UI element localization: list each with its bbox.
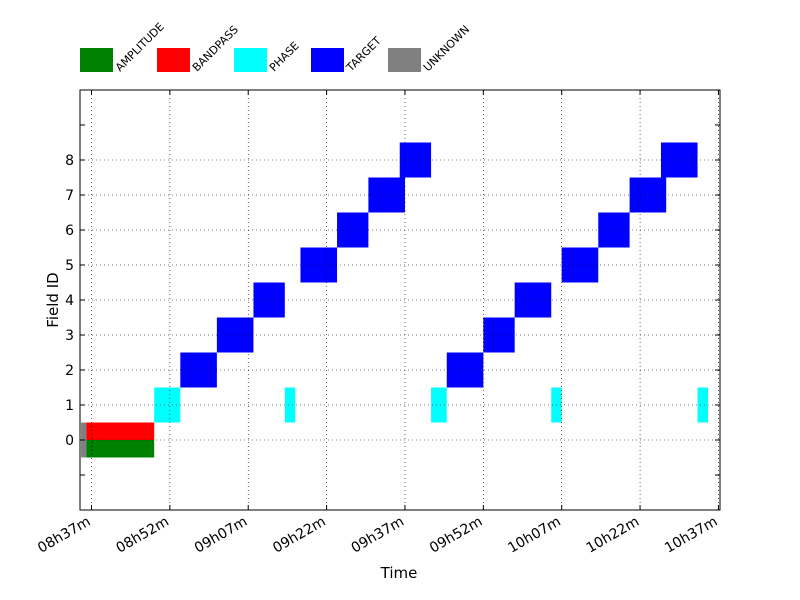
scan-phase-21: [697, 387, 708, 423]
y-axis-label: Field ID: [44, 272, 62, 327]
scan-target-5: [216, 317, 254, 353]
y-tick-label-0: 0: [65, 433, 74, 449]
x-axis-ticks: 08h37m 08h52m 09h07m 09h22m 09h37m 09h52m 10h0…: [35, 90, 720, 557]
scan-marks: [81, 142, 708, 458]
legend-swatch-amplitude: [80, 48, 113, 72]
legend-label-phase: PHASE: [267, 39, 302, 74]
y-tick-label-6: 6: [65, 223, 74, 239]
y-tick-label-2: 2: [65, 363, 74, 379]
y-axis-ticks: 0 1 2 3 4 5 6 7 8: [65, 124, 720, 476]
x-axis-label: Time: [380, 564, 418, 582]
legend-label-bandpass: BANDPASS: [190, 23, 241, 74]
scan-phase-7: [284, 387, 296, 423]
x-tick-label-1: 08h52m: [114, 514, 172, 557]
x-tick-label-4: 09h37m: [349, 514, 407, 557]
y-tick-label-7: 7: [65, 188, 74, 204]
x-tick-label-6: 10h07m: [505, 514, 563, 557]
y-tick-label-5: 5: [65, 258, 74, 274]
x-tick-label-7: 10h22m: [584, 514, 642, 557]
legend-swatch-target: [311, 48, 344, 72]
y-tick-label-1: 1: [65, 398, 74, 414]
legend-label-target: TARGET: [343, 34, 384, 75]
x-tick-label-2: 09h07m: [192, 514, 250, 557]
x-tick-label-8: 10h37m: [662, 514, 720, 557]
scan-target-4: [180, 352, 217, 388]
scan-phase-12: [431, 387, 447, 423]
scan-target-6: [253, 282, 285, 318]
legend-swatch-phase: [234, 48, 267, 72]
x-tick-label-3: 09h22m: [270, 514, 328, 557]
y-tick-label-3: 3: [65, 328, 74, 344]
x-tick-label-5: 09h52m: [427, 514, 485, 557]
scan-target-8: [300, 247, 338, 283]
y-tick-label-8: 8: [65, 153, 74, 169]
grid-lines: [80, 90, 720, 510]
scan-amplitude-2: [86, 440, 155, 458]
scan-target-20: [660, 142, 698, 178]
legend: AMPLITUDE BANDPASS PHASE TARGET UNKNOWN: [80, 20, 472, 75]
scan-phase-3: [154, 387, 181, 423]
legend-swatch-unknown: [388, 48, 421, 72]
scan-bandpass-1: [86, 422, 155, 440]
scan-target-10: [368, 177, 405, 213]
legend-swatch-bandpass: [157, 48, 190, 72]
y-tick-label-4: 4: [65, 293, 74, 309]
legend-label-unknown: UNKNOWN: [421, 23, 472, 74]
x-tick-label-0: 08h37m: [35, 514, 93, 557]
